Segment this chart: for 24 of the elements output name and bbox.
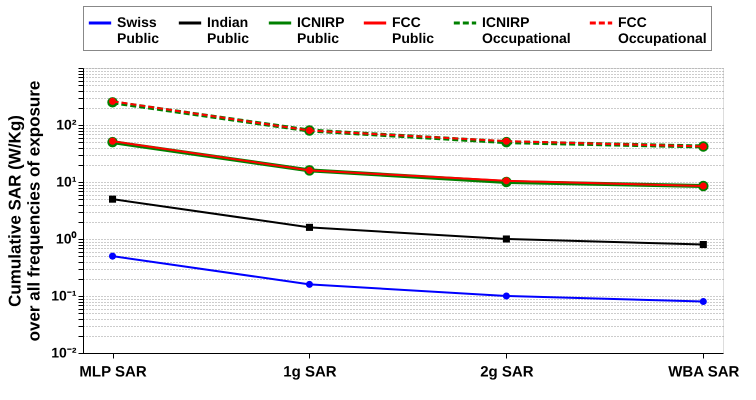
legend-label: FCC Occupational	[618, 14, 707, 46]
point	[109, 252, 116, 260]
legend-label: ICNIRP Public	[297, 14, 344, 46]
legend-label: FCC Public	[392, 14, 434, 46]
x-tick-label: 2g SAR	[480, 364, 534, 380]
y-tick-label: 10⁻²	[51, 344, 77, 360]
x-tick-label: 1g SAR	[283, 364, 337, 380]
point	[700, 298, 707, 306]
x-tick-label: WBA SAR	[668, 364, 740, 380]
y-tick-label: 10¹	[56, 174, 77, 190]
legend-label: ICNIRP Occupational	[482, 14, 571, 46]
y-tick-label: 10⁻¹	[51, 288, 77, 304]
point	[306, 280, 313, 288]
point	[306, 224, 313, 231]
point	[502, 292, 510, 300]
point	[502, 235, 510, 243]
y-tick-label: 10²	[56, 116, 77, 132]
legend-label: Indian Public	[207, 14, 250, 46]
legend-label: Swiss Public	[117, 14, 160, 46]
y-axis-title: Cumulative SAR (W/Kg) over all frequencies of exposure	[5, 80, 44, 342]
y-tick-label: 10⁰	[56, 230, 76, 246]
point	[109, 196, 116, 203]
point	[700, 240, 707, 248]
x-tick-label: MLP SAR	[79, 364, 147, 380]
